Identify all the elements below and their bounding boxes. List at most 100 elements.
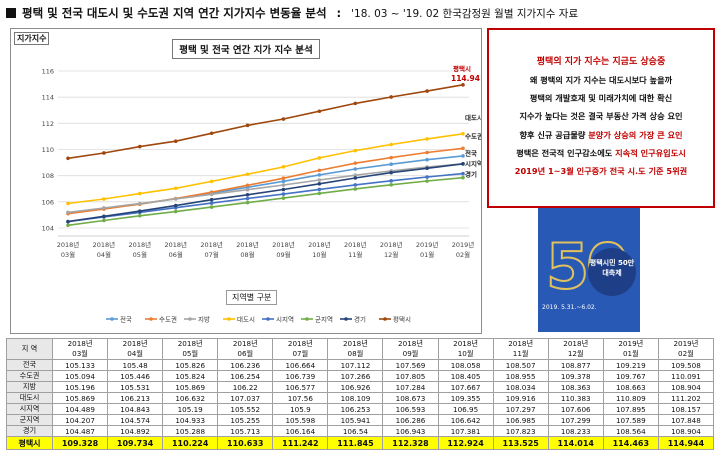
- table-row-label: 군지역: [6, 414, 53, 426]
- table-cell: 106.985: [492, 414, 549, 426]
- table-cell: 108.157: [657, 403, 715, 415]
- table-cell: 105.446: [107, 370, 164, 382]
- table-cell: 105.19: [162, 403, 219, 415]
- table-row-label: 지방: [6, 381, 53, 393]
- table-cell: 106.164: [272, 425, 329, 437]
- data-point: [102, 214, 106, 219]
- data-point: [281, 176, 286, 181]
- table-cell: 105.48: [107, 359, 164, 371]
- table-cell: 105.598: [272, 414, 329, 426]
- data-point: [173, 139, 178, 144]
- table-cell: 107.299: [547, 414, 604, 426]
- table-row: 경기 104.487 104.892 105.288 105.713 106.164 106…: [6, 425, 715, 437]
- table-cell: 106.236: [217, 359, 274, 371]
- table-cell: 107.56: [272, 392, 329, 404]
- table-row: 대도시 105.869 106.213 106.632 107.037 107.56 108…: [6, 392, 715, 404]
- table-header-month: 05월: [162, 349, 219, 360]
- data-point: [281, 117, 286, 121]
- data-point: [138, 144, 142, 149]
- table-cell: 106.213: [107, 392, 164, 404]
- data-point: [389, 142, 393, 147]
- table-cell: 110.091: [657, 370, 715, 382]
- table-cell: 110.224: [162, 436, 219, 450]
- data-point: [461, 131, 465, 136]
- table-cell: 107.266: [327, 370, 384, 382]
- table-cell: 105.869: [51, 392, 109, 404]
- data-point: [209, 201, 214, 205]
- table-cell: 107.569: [382, 359, 439, 371]
- table-cell: 110.383: [547, 392, 604, 404]
- table-cell: 105.9: [272, 403, 329, 415]
- table-cell: 106.943: [382, 425, 439, 437]
- data-point: [461, 154, 465, 158]
- legend-label: 수도권: [159, 316, 177, 324]
- data-point: [317, 168, 322, 173]
- x-tick-month: 08월: [240, 250, 254, 259]
- legend-label: 지방: [198, 315, 210, 324]
- x-tick-month: 03월: [61, 250, 75, 259]
- data-point: [461, 175, 465, 180]
- data-point: [389, 162, 393, 166]
- x-tick-year: 2018년: [308, 240, 331, 249]
- data-point: [66, 219, 70, 224]
- data-point: [389, 183, 393, 187]
- data-point: [209, 192, 214, 197]
- series-line: [67, 147, 464, 215]
- data-point: [461, 83, 465, 87]
- x-tick-year: 2018년: [129, 240, 152, 249]
- table-cell: 105.824: [162, 370, 219, 382]
- table-header-month: 06월: [217, 349, 274, 360]
- series-line: [67, 133, 464, 205]
- data-point: [173, 197, 178, 201]
- table-row: 지방 105.196 105.531 105.869 106.22 106.577 106.…: [6, 381, 715, 393]
- series-line: [67, 163, 464, 214]
- table-cell: 104.489: [51, 403, 109, 415]
- table-cell: 111.242: [272, 436, 329, 450]
- data-point: [461, 146, 465, 151]
- table-header-year: 2018년: [51, 338, 109, 349]
- title-source: '18. 03 ~ '19. 02 한국감정원 월별 지가지수 자료: [351, 7, 579, 20]
- x-tick-month: 09월: [276, 250, 290, 259]
- table-cell: 110.809: [602, 392, 659, 404]
- table-cell: 105.826: [162, 359, 219, 371]
- table-cell: 109.328: [51, 436, 109, 450]
- data-point: [317, 109, 322, 114]
- table-cell: 106.253: [327, 403, 384, 415]
- legend-label: 시지역: [276, 315, 294, 324]
- data-point: [173, 203, 178, 208]
- info-line-5-text: 평택은 전국적 인구감소에도: [516, 147, 616, 158]
- end-label-수도권: 수도권: [465, 131, 481, 140]
- x-tick-month: 11월: [348, 250, 362, 259]
- table-cell: 109.734: [107, 436, 164, 450]
- table-cell: 105.531: [107, 381, 164, 393]
- legend-label: 군지역: [315, 315, 333, 324]
- data-point: [281, 196, 286, 200]
- index-table: 지 역 2018년 2018년 2018년 2018년 2018년 2018년 2018년 20…: [6, 338, 715, 450]
- info-box: 평택의 지가 지수는 지금도 상승중 왜 평택의 지가 지수는 대도시보다 높을…: [487, 28, 715, 208]
- end-value-pyeongtaek: 114.94: [451, 74, 480, 83]
- x-tick-year: 2018년: [57, 240, 80, 249]
- table-cell: 114.463: [602, 436, 659, 450]
- table-cell: 108.663: [602, 381, 659, 393]
- chart-panel: 104 106 108 110 112 114 116 2018년 03월 2018년 04월 201…: [10, 28, 482, 334]
- table-cell: 107.823: [492, 425, 549, 437]
- y-tick-label: 104: [42, 225, 54, 233]
- x-tick-year: 2018년: [380, 240, 403, 249]
- data-point: [281, 165, 286, 169]
- table-row-highlight: 평택시 109.328 109.734 110.224 110.633 111.242 11…: [6, 436, 715, 450]
- series-line: [67, 163, 464, 223]
- data-point: [317, 173, 322, 177]
- table-cell: 106.739: [272, 370, 329, 382]
- data-point: [209, 197, 214, 202]
- data-point: [353, 187, 358, 191]
- x-axis-title: 지역별 구분: [226, 290, 278, 305]
- table-cell: 112.328: [382, 436, 439, 450]
- x-tick-year: 2019년: [416, 240, 439, 249]
- data-point: [353, 101, 358, 106]
- data-point: [102, 206, 106, 210]
- table-row-label: 시지역: [6, 403, 53, 415]
- table-header-year: 2018년: [547, 338, 604, 349]
- table-row: 시지역 104.489 104.843 105.19 105.552 105.9 106.2…: [6, 403, 715, 415]
- table-cell: 105.869: [162, 381, 219, 393]
- info-line-2: 평택의 개발호재 및 미래가치에 대한 확신: [529, 93, 673, 104]
